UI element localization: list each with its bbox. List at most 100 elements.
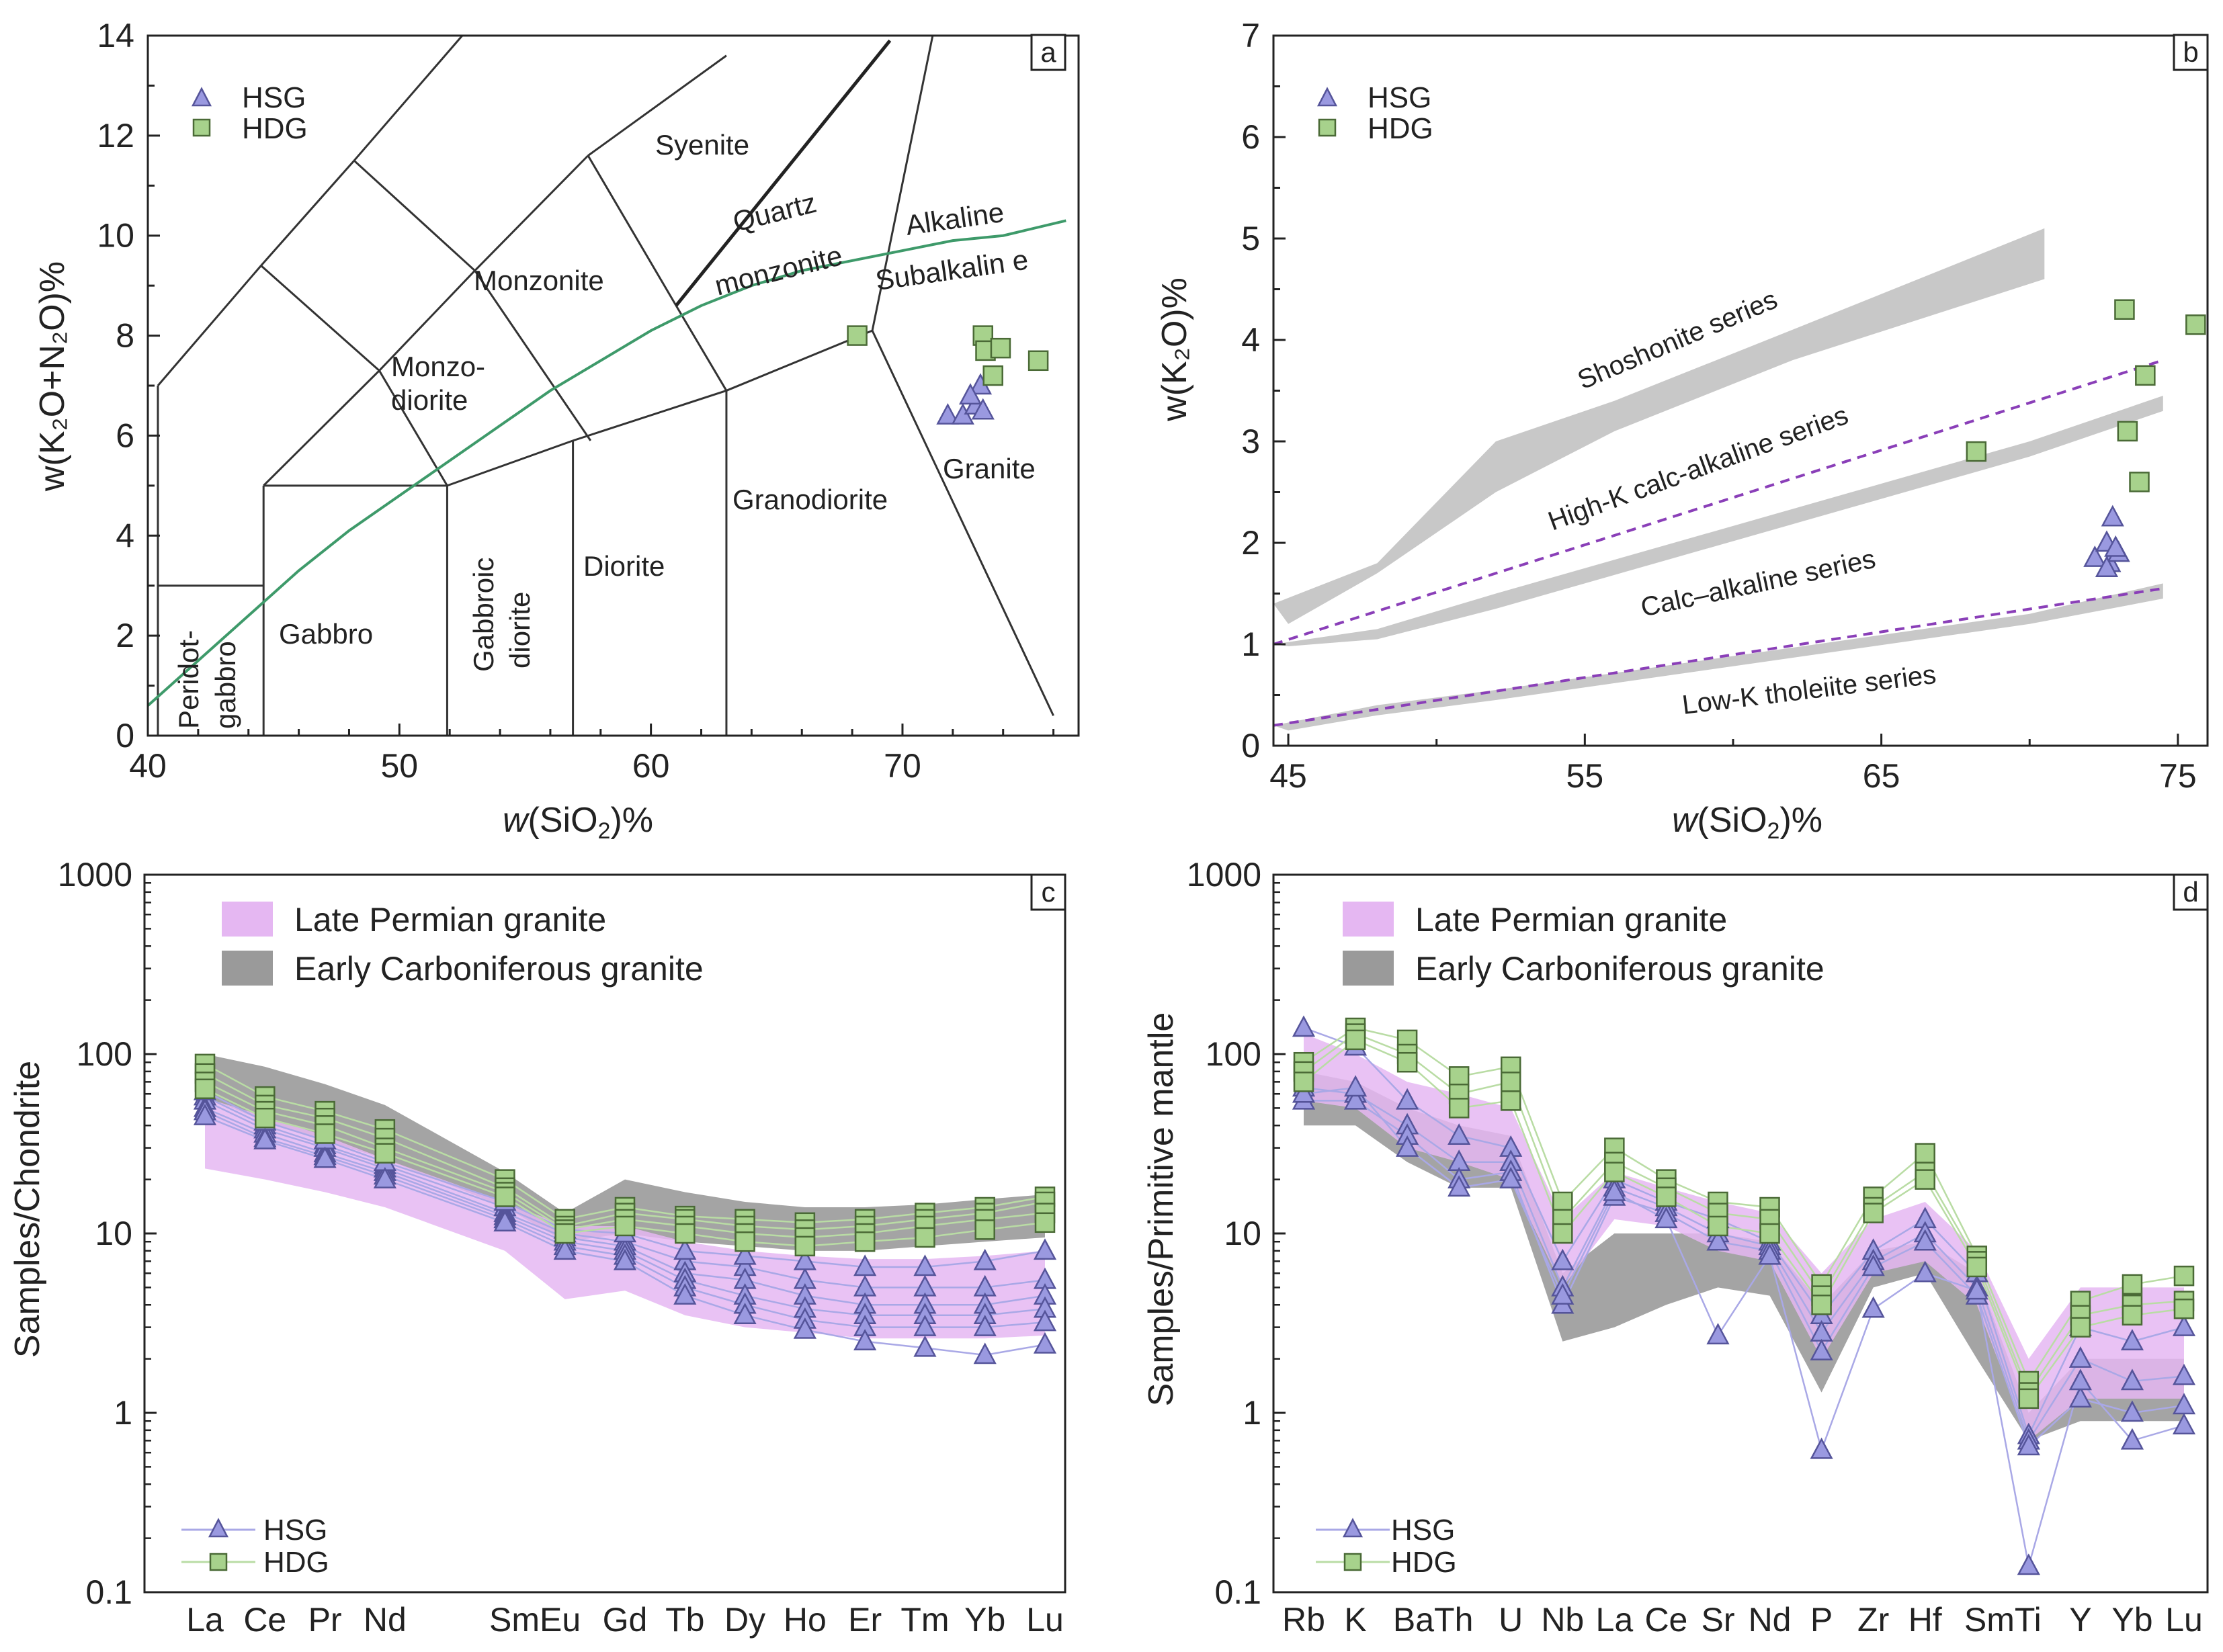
hsg-marker-3-5: [1551, 1283, 1575, 1305]
hsg-marker-2-10: [1810, 1338, 1833, 1360]
x-tick-label: Yb: [964, 1601, 1005, 1639]
panel-d-axis-ticks: 0.1 1 10 100 1000 Rb K BaTh U Nb La Ce Sr Nd P Zr Hf SmTi…: [1187, 856, 2203, 1639]
y-tick-label: 2: [116, 617, 134, 654]
hdg-point-0: [847, 325, 868, 346]
field-label-granite: Granite: [943, 453, 1036, 484]
hsg-marker-4-8: [673, 1238, 697, 1260]
hsg-marker-5-7: [613, 1248, 637, 1270]
y-tick-label: 10: [95, 1215, 132, 1252]
panel-d-spider-diagram: 0.1 1 10 100 1000 Rb K BaTh U Nb La Ce Sr Nd P Zr Hf SmTi…: [1142, 856, 2209, 1639]
hdg-marker-0-12: [1915, 1143, 1935, 1164]
legend-hdg-square-icon: [1343, 1553, 1362, 1571]
y-tick-label: 100: [1206, 1035, 1261, 1073]
x-tick-label: 70: [884, 747, 921, 785]
hdg-marker-2-8: [1708, 1215, 1728, 1237]
early-carboniferous-granite-field: [1304, 1071, 2184, 1441]
panel-d-label-box: [2173, 873, 2209, 911]
x-tick-label: Nd: [1749, 1601, 1792, 1639]
panel-b-legend: HSG HDG: [1316, 81, 1433, 145]
x-tick-label: Sr: [1701, 1601, 1734, 1639]
hsg-marker-1-15: [2068, 1346, 2092, 1368]
hdg-marker-2-5: [1552, 1223, 1573, 1244]
hsg-sample-line-1: [204, 1100, 1046, 1306]
late-permian-granite-field: [205, 1098, 1045, 1339]
panel-c-sample-markers: [193, 1053, 1057, 1364]
tas-field-boundary-22: [675, 305, 728, 392]
hdg-point-0: [1966, 441, 1987, 462]
hsg-marker-3-13: [973, 1314, 997, 1336]
field-label-alkaline: Alkaline: [904, 196, 1006, 241]
hdg-marker-2-14: [2018, 1388, 2040, 1409]
hsg-marker-3-7: [1654, 1207, 1678, 1229]
x-tick-label: Zr: [1857, 1601, 1889, 1639]
hsg-marker-5-11: [853, 1329, 877, 1350]
panel-b-label: b: [2183, 36, 2198, 68]
field-label-monzonite-q: monzonite: [712, 239, 845, 301]
hsg-marker-3-15: [2068, 1368, 2092, 1391]
field-label-gabbroic: Gabbroic: [468, 558, 499, 672]
tas-field-boundary-26: [871, 35, 934, 331]
panel-a-label-box: [1030, 34, 1066, 71]
x-tick-label: Gd: [603, 1601, 648, 1639]
x-tick-label: Pr: [308, 1601, 342, 1639]
tas-field-boundary-2: [260, 160, 355, 267]
late-permian-granite-field: [1304, 1033, 2184, 1441]
panel-c-legend-early-carb: Early Carboniferous granite: [294, 950, 704, 988]
y-tick-label: 14: [97, 17, 134, 54]
hdg-point-3: [990, 337, 1011, 359]
x-tick-label: 45: [1269, 757, 1307, 795]
hdg-marker-2-10: [1811, 1295, 1832, 1315]
x-tick-label: SmTi: [1964, 1601, 2042, 1639]
alkaline-subalkaline-divider: [146, 219, 1066, 707]
hdg-marker-3-8: [675, 1223, 696, 1244]
hsg-marker-5-9: [733, 1303, 757, 1324]
y-tick-label: 1: [1243, 1394, 1261, 1432]
hdg-marker-3-7: [614, 1215, 636, 1237]
dashed-highk-boundary: [1273, 359, 2164, 646]
hsg-sample-line-3: [204, 1110, 1046, 1328]
hdg-marker-0-16: [2122, 1274, 2143, 1295]
panel-c-legend-hsg: HSG: [263, 1514, 327, 1547]
y-tick-label: 0.1: [1214, 1573, 1261, 1611]
y-tick-label: 12: [97, 117, 134, 155]
hdg-marker-2-2: [1396, 1051, 1418, 1073]
hsg-marker-3-12: [913, 1314, 937, 1336]
panel-c-legend-late-permian: Late Permian granite: [294, 901, 606, 939]
hdg-point-4: [2129, 472, 2150, 492]
y-tick-label: 4: [1241, 321, 1260, 359]
x-tick-label: Lu: [2165, 1601, 2203, 1639]
panel-b-data-points: [1966, 299, 2206, 577]
tas-field-boundary-7: [263, 369, 380, 486]
hsg-point-5: [2104, 535, 2128, 557]
y-tick-label: 4: [116, 517, 134, 554]
y-tick-label: 6: [116, 417, 134, 454]
hsg-marker-2-11: [1861, 1254, 1885, 1276]
field-label-peridot: Peridot-: [173, 630, 204, 729]
hsg-marker-4-14: [1033, 1238, 1057, 1260]
hsg-sample-line-4: [204, 1090, 1046, 1268]
hsg-point-4: [971, 398, 995, 420]
hsg-marker-3-9: [1758, 1243, 1781, 1265]
panel-a-legend: HSG HDG: [191, 81, 308, 145]
x-tick-label: Ho: [784, 1601, 827, 1639]
x-tick-label: Nb: [1541, 1601, 1584, 1639]
hsg-marker-0-3: [1448, 1123, 1471, 1145]
hsg-marker-5-0: [193, 1103, 217, 1125]
x-tick-label: Er: [848, 1601, 882, 1639]
field-label-gabbro: Gabbro: [279, 618, 373, 650]
panel-b-legend-hdg: HDG: [1368, 112, 1433, 145]
field-label-syenite: Syenite: [655, 129, 749, 161]
x-tick-label: 75: [2159, 757, 2197, 795]
hdg-marker-3-2: [314, 1123, 335, 1144]
x-tick-label: K: [1344, 1601, 1366, 1639]
y-tick-label: 100: [77, 1035, 132, 1073]
hdg-marker-2-9: [1759, 1223, 1780, 1244]
hsg-point-0: [2083, 546, 2107, 567]
hsg-marker-2-12: [1913, 1229, 1937, 1251]
y-tick-label: 10: [97, 217, 134, 255]
hsg-marker-4-13: [973, 1248, 997, 1270]
tas-field-boundary-20: [474, 269, 592, 441]
hsg-marker-0-17: [2172, 1314, 2196, 1336]
y-tick-label: 7: [1241, 17, 1260, 54]
y-tick-label: 1000: [1187, 856, 1261, 894]
